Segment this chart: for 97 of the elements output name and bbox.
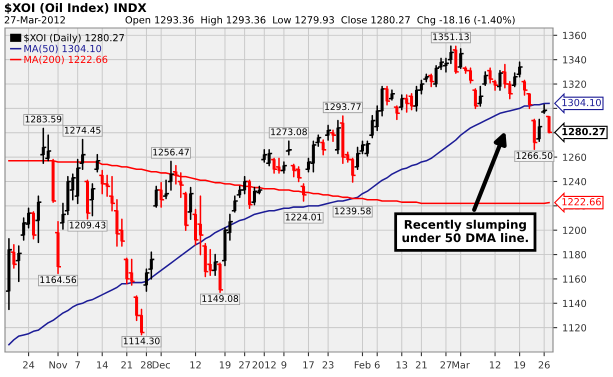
candlestick (536, 118, 542, 142)
candlestick (340, 115, 346, 164)
data-label: 1222.66 (562, 198, 601, 206)
y-tick-label: 1200 (563, 226, 586, 234)
text: 1273.08 (271, 128, 307, 136)
candlestick (6, 238, 12, 310)
legend-label: MA(50) 1304.10 (24, 44, 102, 54)
y-tick-label: 1360 (563, 32, 586, 40)
text: 1239.58 (334, 208, 371, 214)
candlestick (546, 116, 552, 134)
candlestick (84, 179, 90, 220)
text: 1274.45 (64, 126, 100, 134)
candlestick (55, 220, 62, 274)
text: 1149.08 (202, 295, 238, 302)
text: 1114.30 (124, 338, 160, 344)
annotation: Recently slumping under 50 DMA line. (402, 220, 528, 242)
x-tick-label: 19 (220, 361, 230, 369)
chart-subtitle: 27-Mar-2012 (4, 16, 65, 24)
candlestick (398, 94, 405, 110)
x-tick-label: 21 (416, 361, 427, 368)
text: 1266.50 (516, 152, 552, 159)
x-tick-label: 12 (490, 361, 500, 368)
candlestick (541, 104, 548, 114)
x-tick-label: 24 (23, 361, 34, 368)
x-tick-label: 26 (538, 361, 550, 369)
candlestick (531, 118, 538, 150)
x-tick-label: 12 (190, 361, 201, 368)
candlestick (300, 183, 307, 202)
candlestick (94, 154, 100, 172)
candlestick (330, 130, 336, 142)
candlestick (482, 71, 488, 86)
candlestick (89, 183, 96, 216)
text: 1256.47 (153, 148, 189, 156)
candlestick (404, 94, 410, 113)
candlestick (325, 124, 332, 141)
candlestick (30, 211, 36, 240)
candlestick (232, 195, 238, 213)
text: 1351.13 (433, 33, 469, 40)
candlestick (212, 254, 218, 276)
x-tick-label: 28 (140, 361, 152, 369)
candlestick (388, 89, 395, 101)
candlestick (472, 88, 478, 110)
x-tick-label: 13 (396, 361, 408, 369)
legend-label: MA(200) 1222.66 (24, 56, 108, 64)
x-tick-label: 17 (303, 361, 314, 368)
x-tick-label: Dec (152, 361, 170, 369)
x-tick-label: 6 (374, 361, 380, 369)
text: 1209.43 (70, 222, 106, 228)
candlestick (394, 105, 400, 120)
y-tick-label: 1240 (563, 178, 586, 186)
x-tick-label: 27 (239, 361, 250, 368)
candlestick (477, 86, 484, 107)
data-label: 1304.10 (562, 98, 601, 106)
candlestick (188, 186, 194, 220)
chart-title: $XOI (Oil Index) INDX (4, 3, 146, 14)
legend-label: $XOI (Daily) 1280.27 (24, 34, 124, 44)
candlestick (286, 140, 292, 156)
x-tick-label: 7 (75, 361, 80, 368)
candlestick (35, 195, 42, 244)
candlestick (496, 70, 503, 91)
candlestick (10, 244, 17, 269)
y-tick-label: 1320 (563, 80, 586, 88)
text: 1224.01 (286, 214, 322, 220)
candlestick (320, 139, 326, 156)
y-tick-label: 1180 (563, 251, 586, 258)
x-tick-label: Mar (452, 361, 470, 369)
candlestick (271, 158, 278, 174)
text: 1280.27 (562, 128, 605, 136)
text: 1164.56 (40, 276, 76, 284)
x-tick-label: 27 (440, 361, 452, 368)
y-tick-label: 1140 (563, 300, 586, 308)
candlestick (452, 46, 459, 74)
y-tick-label: 1120 (563, 324, 586, 332)
text: 1283.59 (26, 116, 62, 122)
text: 1293.77 (325, 103, 361, 110)
candlestick (261, 149, 268, 163)
x-tick-label: 9 (281, 361, 286, 369)
text: Open 1293.36 High 1293.36 Low 1279.93 Close 1280.27 Chg -18.16 (-1.40%) (126, 16, 515, 26)
x-tick-label: 19 (514, 361, 526, 369)
y-tick-label: 1340 (563, 56, 586, 64)
candlestick (280, 161, 287, 174)
y-tick-label: 1260 (563, 154, 586, 161)
candlestick (158, 182, 164, 208)
candlestick (334, 120, 341, 154)
candlestick (428, 74, 434, 88)
x-tick-label: 14 (97, 361, 108, 368)
x-tick-label: 2012 (252, 361, 276, 369)
x-tick-label: 23 (322, 361, 334, 369)
candlestick (384, 86, 390, 106)
x-tick-label: 21 (121, 361, 132, 368)
candlestick (16, 245, 22, 282)
x-tick-label: Nov (50, 361, 68, 369)
candlestick (458, 48, 464, 69)
x-tick-label: Feb (354, 361, 371, 369)
candlestick (217, 262, 224, 293)
y-tick-label: 1160 (563, 275, 586, 283)
candlestick (153, 186, 160, 208)
